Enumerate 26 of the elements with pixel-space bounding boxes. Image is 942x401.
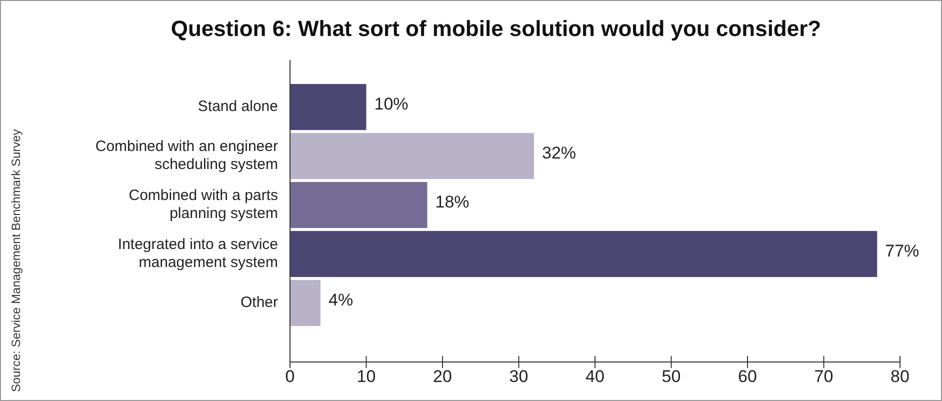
source-note: Source: Service Management Benchmark Survey <box>9 129 23 392</box>
y-tick-label: Stand alone <box>198 98 278 115</box>
x-tick-label: 20 <box>433 367 452 386</box>
x-tick-label: 30 <box>509 367 528 386</box>
bar <box>290 182 428 228</box>
chart-title: Question 6: What sort of mobile solution would you consider? <box>170 16 822 41</box>
bar <box>290 132 534 180</box>
x-tick-label: 40 <box>586 367 604 386</box>
y-tick-label: Other <box>240 294 278 311</box>
y-tick-label: Combined with a parts planning system <box>128 186 278 222</box>
y-tick-label: Combined with an engineer scheduling system <box>95 138 278 173</box>
data-label: 4% <box>328 290 354 310</box>
bar <box>290 280 320 326</box>
x-tick-label: 50 <box>662 367 681 386</box>
x-tick-label: 10 <box>356 367 376 386</box>
data-label: 32% <box>542 143 576 162</box>
data-label: 10% <box>374 94 408 114</box>
y-tick-label: Integrated into a service management system <box>118 236 278 271</box>
bar <box>290 84 366 130</box>
x-tick-label: 60 <box>738 367 757 386</box>
data-label: 18% <box>435 192 470 212</box>
bar <box>290 230 878 278</box>
x-tick-label: 80 <box>890 367 910 386</box>
x-tick-label: 70 <box>814 367 834 386</box>
x-tick-label: 0 <box>285 367 295 386</box>
data-label: 77% <box>885 241 920 260</box>
